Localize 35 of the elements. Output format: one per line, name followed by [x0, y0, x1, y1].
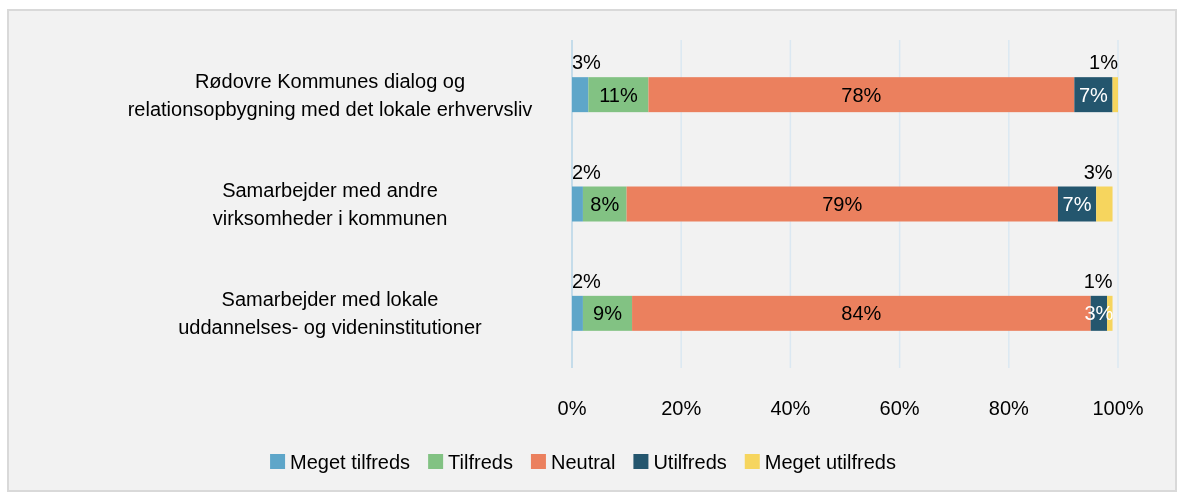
data-label: 84%: [841, 302, 882, 325]
legend-label: Meget tilfreds: [290, 451, 411, 473]
data-label: 7%: [1062, 193, 1092, 215]
legend-label: Meget utilfreds: [764, 451, 896, 473]
x-tick-label: 60%: [879, 397, 920, 419]
data-label: 7%: [1078, 83, 1109, 106]
x-tick-label: 80%: [988, 397, 1030, 419]
data-label: 78%: [841, 83, 882, 106]
x-tick-label: 20%: [661, 397, 702, 419]
data-label: 2%: [572, 269, 602, 292]
bar: [648, 77, 1075, 113]
y-tick-label: Samarbejder med lokale uddannelses- og videninstitutioner: [178, 288, 483, 339]
legend-label: Neutral: [550, 451, 616, 473]
data-label: 3%: [1083, 160, 1113, 183]
legend-label: Utilfreds: [653, 451, 727, 473]
data-label: 8%: [590, 193, 620, 215]
data-label: 9%: [593, 302, 623, 325]
data-label: 1%: [1089, 51, 1119, 74]
data-label: 79%: [822, 193, 863, 215]
data-label: 3%: [572, 51, 602, 74]
data-label: 1%: [1083, 269, 1113, 292]
x-tick-label: 100%: [1092, 397, 1144, 419]
bar: [626, 186, 1058, 222]
bar: [572, 295, 583, 331]
x-tick-label: 0%: [557, 397, 587, 419]
data-label: 2%: [572, 160, 602, 183]
bar: [572, 186, 583, 222]
x-tick-label: 40%: [770, 397, 811, 419]
data-label: 11%: [599, 83, 638, 106]
legend-label: Tilfreds: [448, 451, 513, 473]
y-tick-label: Samarbejder med andre virksomheder i kommunen: [212, 179, 448, 229]
bar: [1096, 186, 1113, 222]
y-tick-label: Rødovre Kommunes dialog og relationsopbygning med det lokale erhvervsliv: [127, 69, 533, 120]
bar: [572, 77, 589, 113]
bar: [1112, 77, 1118, 113]
